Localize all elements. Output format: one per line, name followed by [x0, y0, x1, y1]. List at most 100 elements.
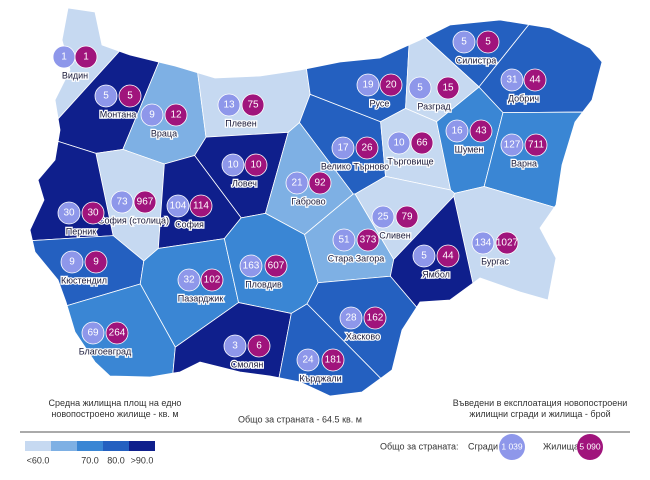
- region-name: Търговище: [387, 156, 433, 166]
- dwellings-count: 102: [204, 275, 221, 286]
- buildings-circle: [332, 228, 356, 252]
- buildings-count: 9: [149, 110, 155, 121]
- dwellings-total: 5 090: [579, 441, 601, 451]
- region-name: Ямбол: [422, 269, 450, 279]
- dwellings-count: 26: [361, 143, 373, 154]
- buildings-total: 1 039: [501, 441, 523, 451]
- legend-class-label: 80.0: [107, 455, 125, 465]
- dwellings-circle: [264, 254, 288, 278]
- buildings-count: 10: [227, 160, 239, 171]
- legend-count-title: Въведени в експлоатация новопостроени жил…: [453, 398, 628, 419]
- legend-class-label: <60.0: [27, 455, 50, 465]
- dwellings-circle: [247, 334, 271, 358]
- buildings-count: 104: [170, 201, 187, 212]
- region-name: Сливен: [379, 230, 410, 240]
- region-name: Кърджали: [299, 373, 341, 383]
- buildings-count: 31: [506, 75, 518, 86]
- buildings-circle: [94, 84, 118, 108]
- buildings-circle: [110, 190, 134, 214]
- region-name: Кюстендил: [61, 275, 107, 285]
- legend-swatch: [25, 441, 51, 451]
- dwellings-circle: [321, 348, 345, 372]
- region-name: Благоевград: [79, 346, 132, 356]
- buildings-count: 17: [337, 143, 349, 154]
- region-name: Видин: [62, 70, 88, 80]
- buildings-count: 73: [116, 197, 128, 208]
- buildings-circle: [452, 30, 476, 54]
- dwellings-circle: [105, 321, 129, 345]
- dwellings-circle: [241, 93, 265, 117]
- buildings-count: 16: [451, 126, 463, 137]
- region-name: Силистра: [456, 55, 496, 65]
- dwellings-circle: [244, 153, 268, 177]
- dwellings-circle: [118, 84, 142, 108]
- dwellings-count: 373: [360, 235, 377, 246]
- legend-class-label: >90.0: [131, 455, 154, 465]
- dwellings-count: 12: [170, 110, 182, 121]
- buildings-circle: [356, 73, 380, 97]
- buildings-count: 25: [377, 212, 389, 223]
- buildings-label: Сгради: [468, 441, 498, 451]
- buildings-circle: [285, 171, 309, 195]
- dwellings-count: 20: [385, 80, 397, 91]
- dwellings-count: 30: [87, 208, 99, 219]
- region-name: Варна: [511, 158, 537, 168]
- dwellings-circle: [164, 103, 188, 127]
- buildings-circle: [177, 268, 201, 292]
- buildings-count: 5: [461, 37, 467, 48]
- dwellings-circle: [410, 131, 434, 155]
- dwellings-count: 79: [401, 212, 413, 223]
- region-name: София: [175, 219, 204, 229]
- buildings-circle: [140, 103, 164, 127]
- dwellings-circle: [469, 119, 493, 143]
- region-name: Добрич: [508, 93, 539, 103]
- dwellings-circle: [523, 68, 547, 92]
- buildings-count: 13: [223, 100, 235, 111]
- legend-class-label: 70.0: [81, 455, 99, 465]
- dwellings-count: 1027: [496, 238, 519, 249]
- dwellings-count: 44: [442, 251, 454, 262]
- dwellings-count: 5: [127, 91, 133, 102]
- buildings-count: 28: [345, 313, 357, 324]
- dwellings-circle: [356, 228, 380, 252]
- buildings-count: 5: [103, 91, 109, 102]
- buildings-count: 69: [87, 328, 99, 339]
- region-name: Плевен: [225, 118, 256, 128]
- dwellings-count: 92: [314, 178, 326, 189]
- dwellings-count: 264: [109, 328, 126, 339]
- dwellings-count: 607: [268, 261, 285, 272]
- region-name: Перник: [66, 226, 96, 236]
- dwellings-label: Жилища: [543, 441, 579, 451]
- buildings-circle: [371, 205, 395, 229]
- buildings-count: 51: [338, 235, 350, 246]
- dwellings-count: 162: [367, 313, 384, 324]
- buildings-circle: [500, 68, 524, 92]
- buildings-circle: [445, 119, 469, 143]
- dwellings-circle: [436, 76, 460, 100]
- dwellings-total-circle: [577, 434, 603, 460]
- region-name: Габрово: [291, 196, 325, 206]
- buildings-circle: [81, 321, 105, 345]
- buildings-count: 5: [421, 251, 427, 262]
- dwellings-count: 43: [475, 126, 487, 137]
- legend-swatch: [129, 441, 155, 451]
- region-name: Хасково: [346, 331, 380, 341]
- dwellings-count: 967: [137, 197, 154, 208]
- region-name: Разград: [417, 101, 451, 111]
- dwellings-count: 10: [250, 160, 262, 171]
- buildings-circle: [387, 131, 411, 155]
- dwellings-circle: [308, 171, 332, 195]
- buildings-count: 5: [417, 83, 423, 94]
- dwellings-count: 114: [193, 201, 209, 212]
- buildings-circle: [221, 153, 245, 177]
- labels: 1 1 Видин 5 5 Монтана 9 12 Враца 13 75 Плевен 10 10 Ло…: [52, 30, 548, 385]
- region-name: Пазарджик: [178, 293, 224, 303]
- region-name: София (столица): [98, 215, 169, 225]
- buildings-circle: [60, 250, 84, 274]
- buildings-circle: [500, 133, 524, 157]
- region-name: Шумен: [455, 144, 484, 154]
- dwellings-circle: [74, 45, 98, 69]
- dwellings-count: 711: [528, 140, 544, 151]
- buildings-circle: [412, 244, 436, 268]
